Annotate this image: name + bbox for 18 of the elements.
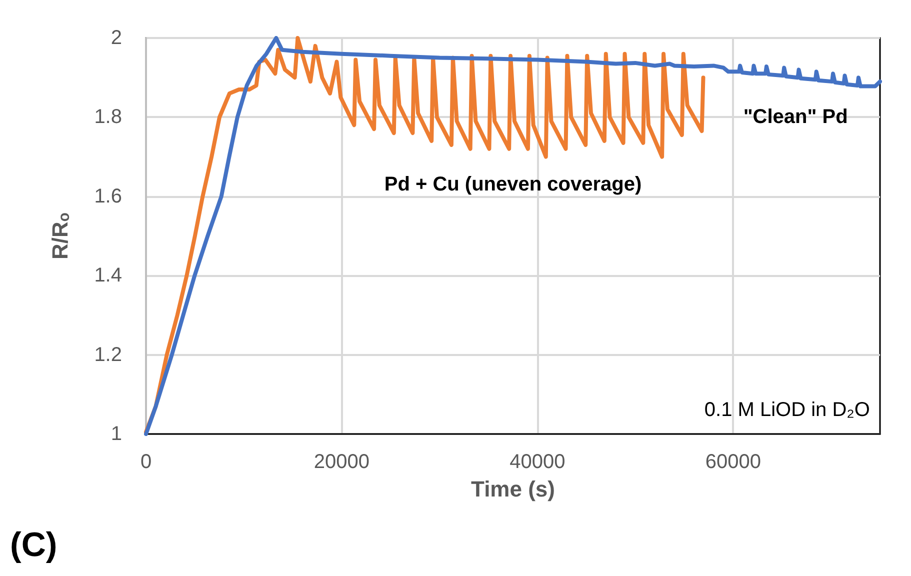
line-series: [144, 36, 706, 434]
y-tick-label: 1.2: [94, 344, 122, 366]
x-tick-label: 40000: [510, 451, 566, 473]
series-label: "Clean" Pd: [743, 106, 848, 128]
line-series: [144, 36, 882, 436]
x-tick-label: 60000: [705, 451, 762, 473]
y-tick-label: 1.6: [94, 185, 122, 208]
y-axis-title: R/Rₒ: [48, 212, 72, 260]
y-tick-label: 1.8: [94, 106, 122, 128]
y-tick-label: 1.4: [94, 264, 122, 287]
x-tick-label: 0: [140, 451, 152, 473]
y-tick-label: 1: [110, 423, 122, 445]
annotation: 0.1 M LiOD in D₂O: [704, 399, 870, 421]
x-axis-title: Time (s): [471, 476, 555, 502]
x-tick-label: 20000: [314, 451, 370, 473]
y-tick-label: 2: [110, 27, 122, 49]
text: (C): [10, 526, 58, 564]
series-label: Pd + Cu (uneven coverage): [384, 174, 642, 196]
